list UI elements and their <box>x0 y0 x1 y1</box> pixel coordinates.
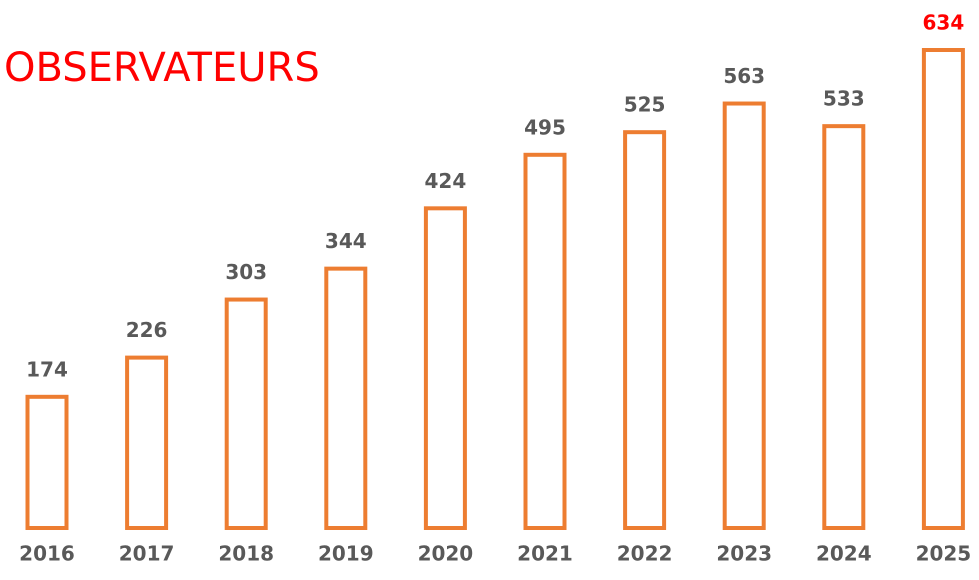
bar <box>125 355 169 530</box>
bar <box>722 101 766 530</box>
value-label: 495 <box>524 115 566 139</box>
value-label: 533 <box>823 87 865 111</box>
bar <box>324 266 368 530</box>
bar <box>523 152 567 531</box>
x-tick-label: 2019 <box>318 542 374 566</box>
bar <box>921 48 965 530</box>
value-label: 226 <box>126 318 168 342</box>
x-tick-label: 2018 <box>218 542 274 566</box>
bar <box>224 297 268 530</box>
value-label: 634 <box>923 11 965 35</box>
x-tick-label: 2016 <box>19 542 75 566</box>
x-tick-label: 2025 <box>916 542 972 566</box>
x-tick-label: 2024 <box>816 542 872 566</box>
bar <box>25 394 69 530</box>
bar <box>822 124 866 531</box>
x-tick-label: 2017 <box>119 542 175 566</box>
x-tick-label: 2021 <box>517 542 573 566</box>
x-tick-label: 2020 <box>418 542 474 566</box>
bar <box>423 206 467 531</box>
value-label: 525 <box>624 93 666 117</box>
value-label: 174 <box>26 357 68 381</box>
x-tick-label: 2023 <box>716 542 772 566</box>
x-tick-label: 2022 <box>617 542 673 566</box>
value-label: 424 <box>425 169 467 193</box>
bar <box>623 130 667 530</box>
value-label: 344 <box>325 229 367 253</box>
chart-title: OBSERVATEURS <box>4 45 320 91</box>
value-label: 303 <box>225 260 267 284</box>
value-label: 563 <box>723 64 765 88</box>
